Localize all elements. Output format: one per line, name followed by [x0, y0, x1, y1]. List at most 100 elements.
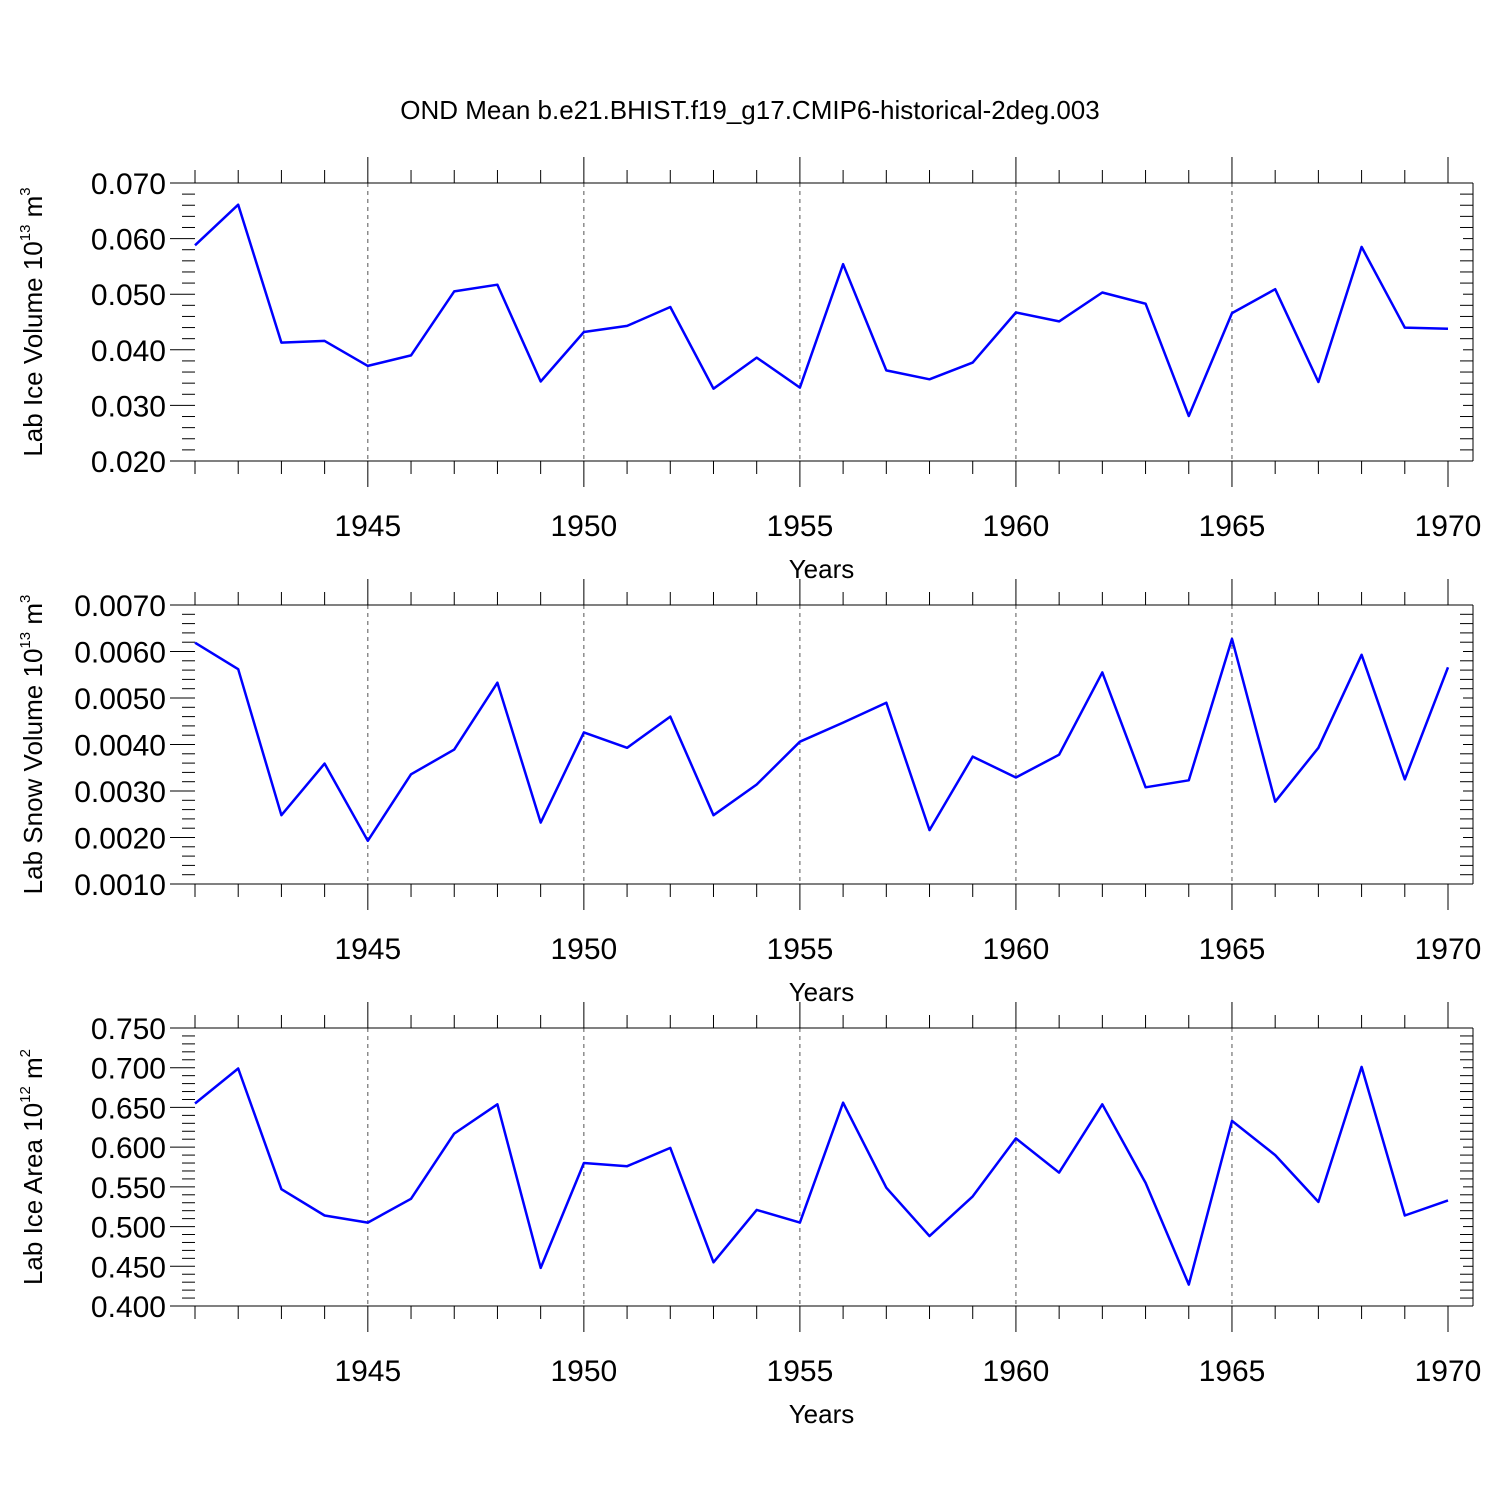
x-tick-label: 1965: [1199, 1355, 1266, 1388]
data-point: [409, 1197, 413, 1201]
data-point: [1230, 311, 1234, 315]
y-tick-label: 0.550: [91, 1172, 166, 1205]
x-tick-label: 1945: [334, 1355, 401, 1388]
y-tick-label: 0.450: [91, 1251, 166, 1284]
x-tick-label: 1970: [1415, 933, 1482, 966]
x-axis-label: Years: [789, 977, 855, 1007]
figure-title: OND Mean b.e21.BHIST.f19_g17.CMIP6-histo…: [400, 95, 1099, 125]
data-point: [971, 361, 975, 365]
y-tick-label: 0.070: [91, 168, 166, 201]
data-point: [1403, 326, 1407, 330]
data-point: [1230, 637, 1234, 641]
y-tick-label: 0.0050: [74, 683, 166, 716]
y-axis-label: Lab Snow Volume 1013 m3: [17, 595, 48, 895]
data-point: [971, 755, 975, 759]
y-tick-label: 0.650: [91, 1092, 166, 1125]
data-point: [884, 1186, 888, 1190]
x-axis-label: Years: [789, 1399, 855, 1429]
data-point: [1014, 776, 1018, 780]
y-ticks: [170, 182, 1473, 462]
series-line: [194, 1065, 1449, 1286]
data-point: [884, 368, 888, 372]
x-tick-label: 1955: [767, 933, 834, 966]
data-point: [1014, 1136, 1018, 1140]
y-tick-label: 0.600: [91, 1132, 166, 1165]
data-point: [798, 740, 802, 744]
y-tick-label: 0.030: [91, 390, 166, 423]
x-tick-label: 1965: [1199, 510, 1266, 543]
data-point: [582, 330, 586, 334]
x-tick-label: 1960: [983, 510, 1050, 543]
data-point: [582, 1161, 586, 1165]
y-ticks: [170, 604, 1473, 885]
data-point: [928, 828, 932, 832]
data-point: [1316, 1200, 1320, 1204]
data-point: [1446, 1198, 1450, 1202]
data-point: [279, 1187, 283, 1191]
data-point: [279, 341, 283, 345]
x-tick-label: 1960: [983, 1355, 1050, 1388]
data-point: [1144, 302, 1148, 306]
data-point: [495, 681, 499, 685]
data-point: [539, 379, 543, 383]
panel-1: 0.020 0.030 0.040 0.050 0.060 0.070 1945 1950 19…: [17, 157, 1481, 584]
data-point: [755, 356, 759, 360]
data-point: [711, 1260, 715, 1264]
data-point: [582, 730, 586, 734]
data-point: [236, 667, 240, 671]
axis-frame: [170, 1027, 1474, 1307]
data-point: [193, 641, 197, 645]
data-point: [755, 782, 759, 786]
data-point: [1187, 414, 1191, 418]
data-point: [668, 715, 672, 719]
x-ticks: [194, 1002, 1449, 1332]
data-point: [1360, 1065, 1364, 1069]
data-point: [928, 1234, 932, 1238]
axis-frame: [170, 182, 1474, 462]
data-point: [1273, 800, 1277, 804]
y-tick-label: 0.700: [91, 1053, 166, 1086]
data-point: [711, 813, 715, 817]
data-point: [539, 1266, 543, 1270]
data-point: [668, 305, 672, 309]
data-point: [625, 746, 629, 750]
data-point: [1403, 1213, 1407, 1217]
data-point: [841, 1101, 845, 1105]
x-tick-label: 1965: [1199, 933, 1266, 966]
data-point: [1230, 1119, 1234, 1123]
data-point: [193, 1101, 197, 1105]
data-point: [711, 387, 715, 391]
data-point: [841, 262, 845, 266]
data-point: [798, 1221, 802, 1225]
data-point: [841, 721, 845, 725]
data-point: [755, 1208, 759, 1212]
data-point: [495, 283, 499, 287]
data-point: [323, 1213, 327, 1217]
data-point: [323, 762, 327, 766]
data-point: [452, 748, 456, 752]
data-point: [452, 1132, 456, 1136]
x-tick-label: 1950: [550, 933, 617, 966]
x-ticks: [194, 579, 1449, 910]
x-tick-label: 1945: [334, 933, 401, 966]
x-tick-label: 1950: [550, 510, 617, 543]
y-tick-label: 0.400: [91, 1291, 166, 1324]
data-point: [884, 701, 888, 705]
y-tick-label: 0.0060: [74, 637, 166, 670]
data-point: [1446, 665, 1450, 669]
data-point: [1144, 785, 1148, 789]
data-point: [1273, 1153, 1277, 1157]
x-ticks: [194, 157, 1449, 487]
panel-2: 0.0010 0.0020 0.0030 0.0040 0.0050 0.0060 0.00…: [17, 579, 1481, 1007]
data-point: [928, 377, 932, 381]
y-tick-label: 0.0070: [74, 590, 166, 623]
y-tick-label: 0.0030: [74, 776, 166, 809]
data-point: [366, 364, 370, 368]
panel-3: 0.400 0.450 0.500 0.550 0.600 0.650 0.700 0.750…: [17, 1002, 1481, 1429]
x-tick-label: 1970: [1415, 1355, 1482, 1388]
y-axis-label: Lab Ice Volume 1013 m3: [17, 187, 48, 456]
data-point: [668, 1146, 672, 1150]
data-point: [1403, 777, 1407, 781]
x-tick-label: 1955: [767, 510, 834, 543]
